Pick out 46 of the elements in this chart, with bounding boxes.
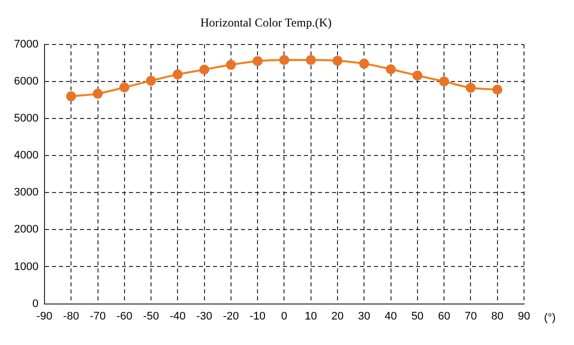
x-tick-label: 80 (491, 310, 504, 322)
point (226, 60, 236, 70)
point (66, 91, 76, 102)
x-axis-title: (°) (544, 312, 556, 324)
x-tick-label: -90 (36, 310, 52, 322)
x-tick-label: -10 (250, 310, 266, 322)
y-tick-label: 7000 (14, 38, 38, 50)
x-tick-label: 40 (384, 310, 397, 322)
point (199, 64, 210, 75)
point (92, 88, 103, 99)
x-tick-label: -30 (196, 310, 212, 322)
point (359, 58, 370, 69)
x-tick-label: -70 (90, 310, 106, 322)
point (252, 56, 263, 66)
point (439, 76, 450, 86)
x-tick-label: -80 (63, 310, 80, 322)
point (412, 70, 422, 81)
point (386, 64, 396, 74)
point (172, 69, 183, 80)
x-tick-label: -60 (116, 310, 132, 322)
x-tick-label: -20 (223, 310, 239, 322)
x-tick-label: 50 (411, 310, 424, 322)
x-tick-label: 10 (304, 310, 317, 322)
point (466, 82, 476, 93)
x-tick-label: -50 (143, 310, 159, 322)
y-tick-label: 4000 (14, 150, 38, 162)
point (492, 84, 502, 95)
point (332, 56, 343, 66)
x-tick-label: 0 (281, 310, 288, 322)
x-tick-label: 30 (358, 310, 370, 322)
y-tick-label: 2000 (14, 224, 38, 236)
chart-title: Horizontal Color Temp.(K) (200, 15, 332, 30)
y-tick-label: 5000 (14, 112, 38, 125)
x-tick-label: 60 (438, 310, 450, 322)
y-tick-label: 3000 (14, 186, 38, 199)
x-tick-label: 90 (518, 310, 530, 322)
point (119, 82, 130, 92)
x-tick-label: -40 (170, 310, 186, 322)
point (279, 54, 290, 65)
y-tick-label: 1000 (14, 260, 38, 273)
point (306, 54, 316, 65)
x-tick-label: 20 (331, 310, 344, 322)
x-tick-label: 70 (464, 310, 477, 322)
point (146, 76, 156, 86)
y-tick-label: 6000 (14, 75, 38, 88)
y-tick-label: 0 (32, 298, 38, 310)
